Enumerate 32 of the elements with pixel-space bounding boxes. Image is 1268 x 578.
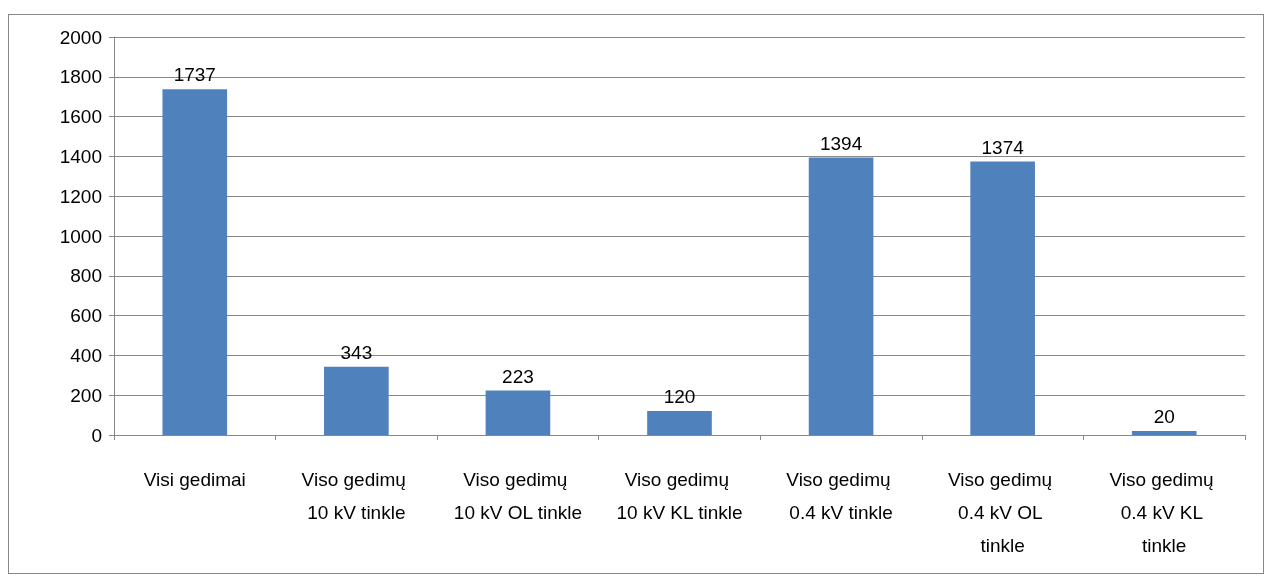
data-label: 223 <box>502 365 534 387</box>
y-tick-label: 1800 <box>59 66 102 88</box>
y-tick-label: 1200 <box>59 185 102 207</box>
data-label: 343 <box>340 341 373 363</box>
bar <box>324 366 389 435</box>
bar <box>485 390 551 435</box>
bar <box>1131 431 1197 435</box>
data-label: 120 <box>663 386 696 408</box>
y-tick-label: 200 <box>70 384 102 406</box>
x-tick-label: Viso gedimų 0.4 kV KL tinkle <box>1109 469 1219 556</box>
y-tick-label: 1000 <box>59 225 102 247</box>
data-label: 20 <box>1153 406 1175 428</box>
bar <box>647 411 712 435</box>
data-label: 1737 <box>173 64 216 86</box>
y-tick-label: 400 <box>70 344 102 366</box>
y-tick-label: 0 <box>91 424 102 446</box>
x-tick-label: Viso gedimų 10 kV tinkle <box>301 469 412 523</box>
y-tick-label: 1400 <box>59 145 102 167</box>
y-tick-label: 600 <box>70 305 102 327</box>
x-tick-label: Viso gedimų 10 kV OL tinkle <box>453 469 582 523</box>
x-tick-label: Viso gedimų 10 kV KL tinkle <box>616 469 743 523</box>
x-tick-label: Viso gedimų 0.4 kV OL tinkle <box>947 469 1058 556</box>
y-tick-label: 1600 <box>59 106 102 128</box>
bar <box>808 157 874 435</box>
x-tick-label: Visi gedimai <box>143 469 246 490</box>
x-tick-label: Viso gedimų 0.4 kV tinkle <box>786 469 896 523</box>
y-tick-label: 2000 <box>59 26 102 48</box>
data-label: 1394 <box>819 132 863 154</box>
data-label: 1374 <box>981 136 1025 158</box>
bar <box>162 89 228 435</box>
bar <box>970 161 1035 435</box>
y-tick-label: 800 <box>70 265 102 287</box>
